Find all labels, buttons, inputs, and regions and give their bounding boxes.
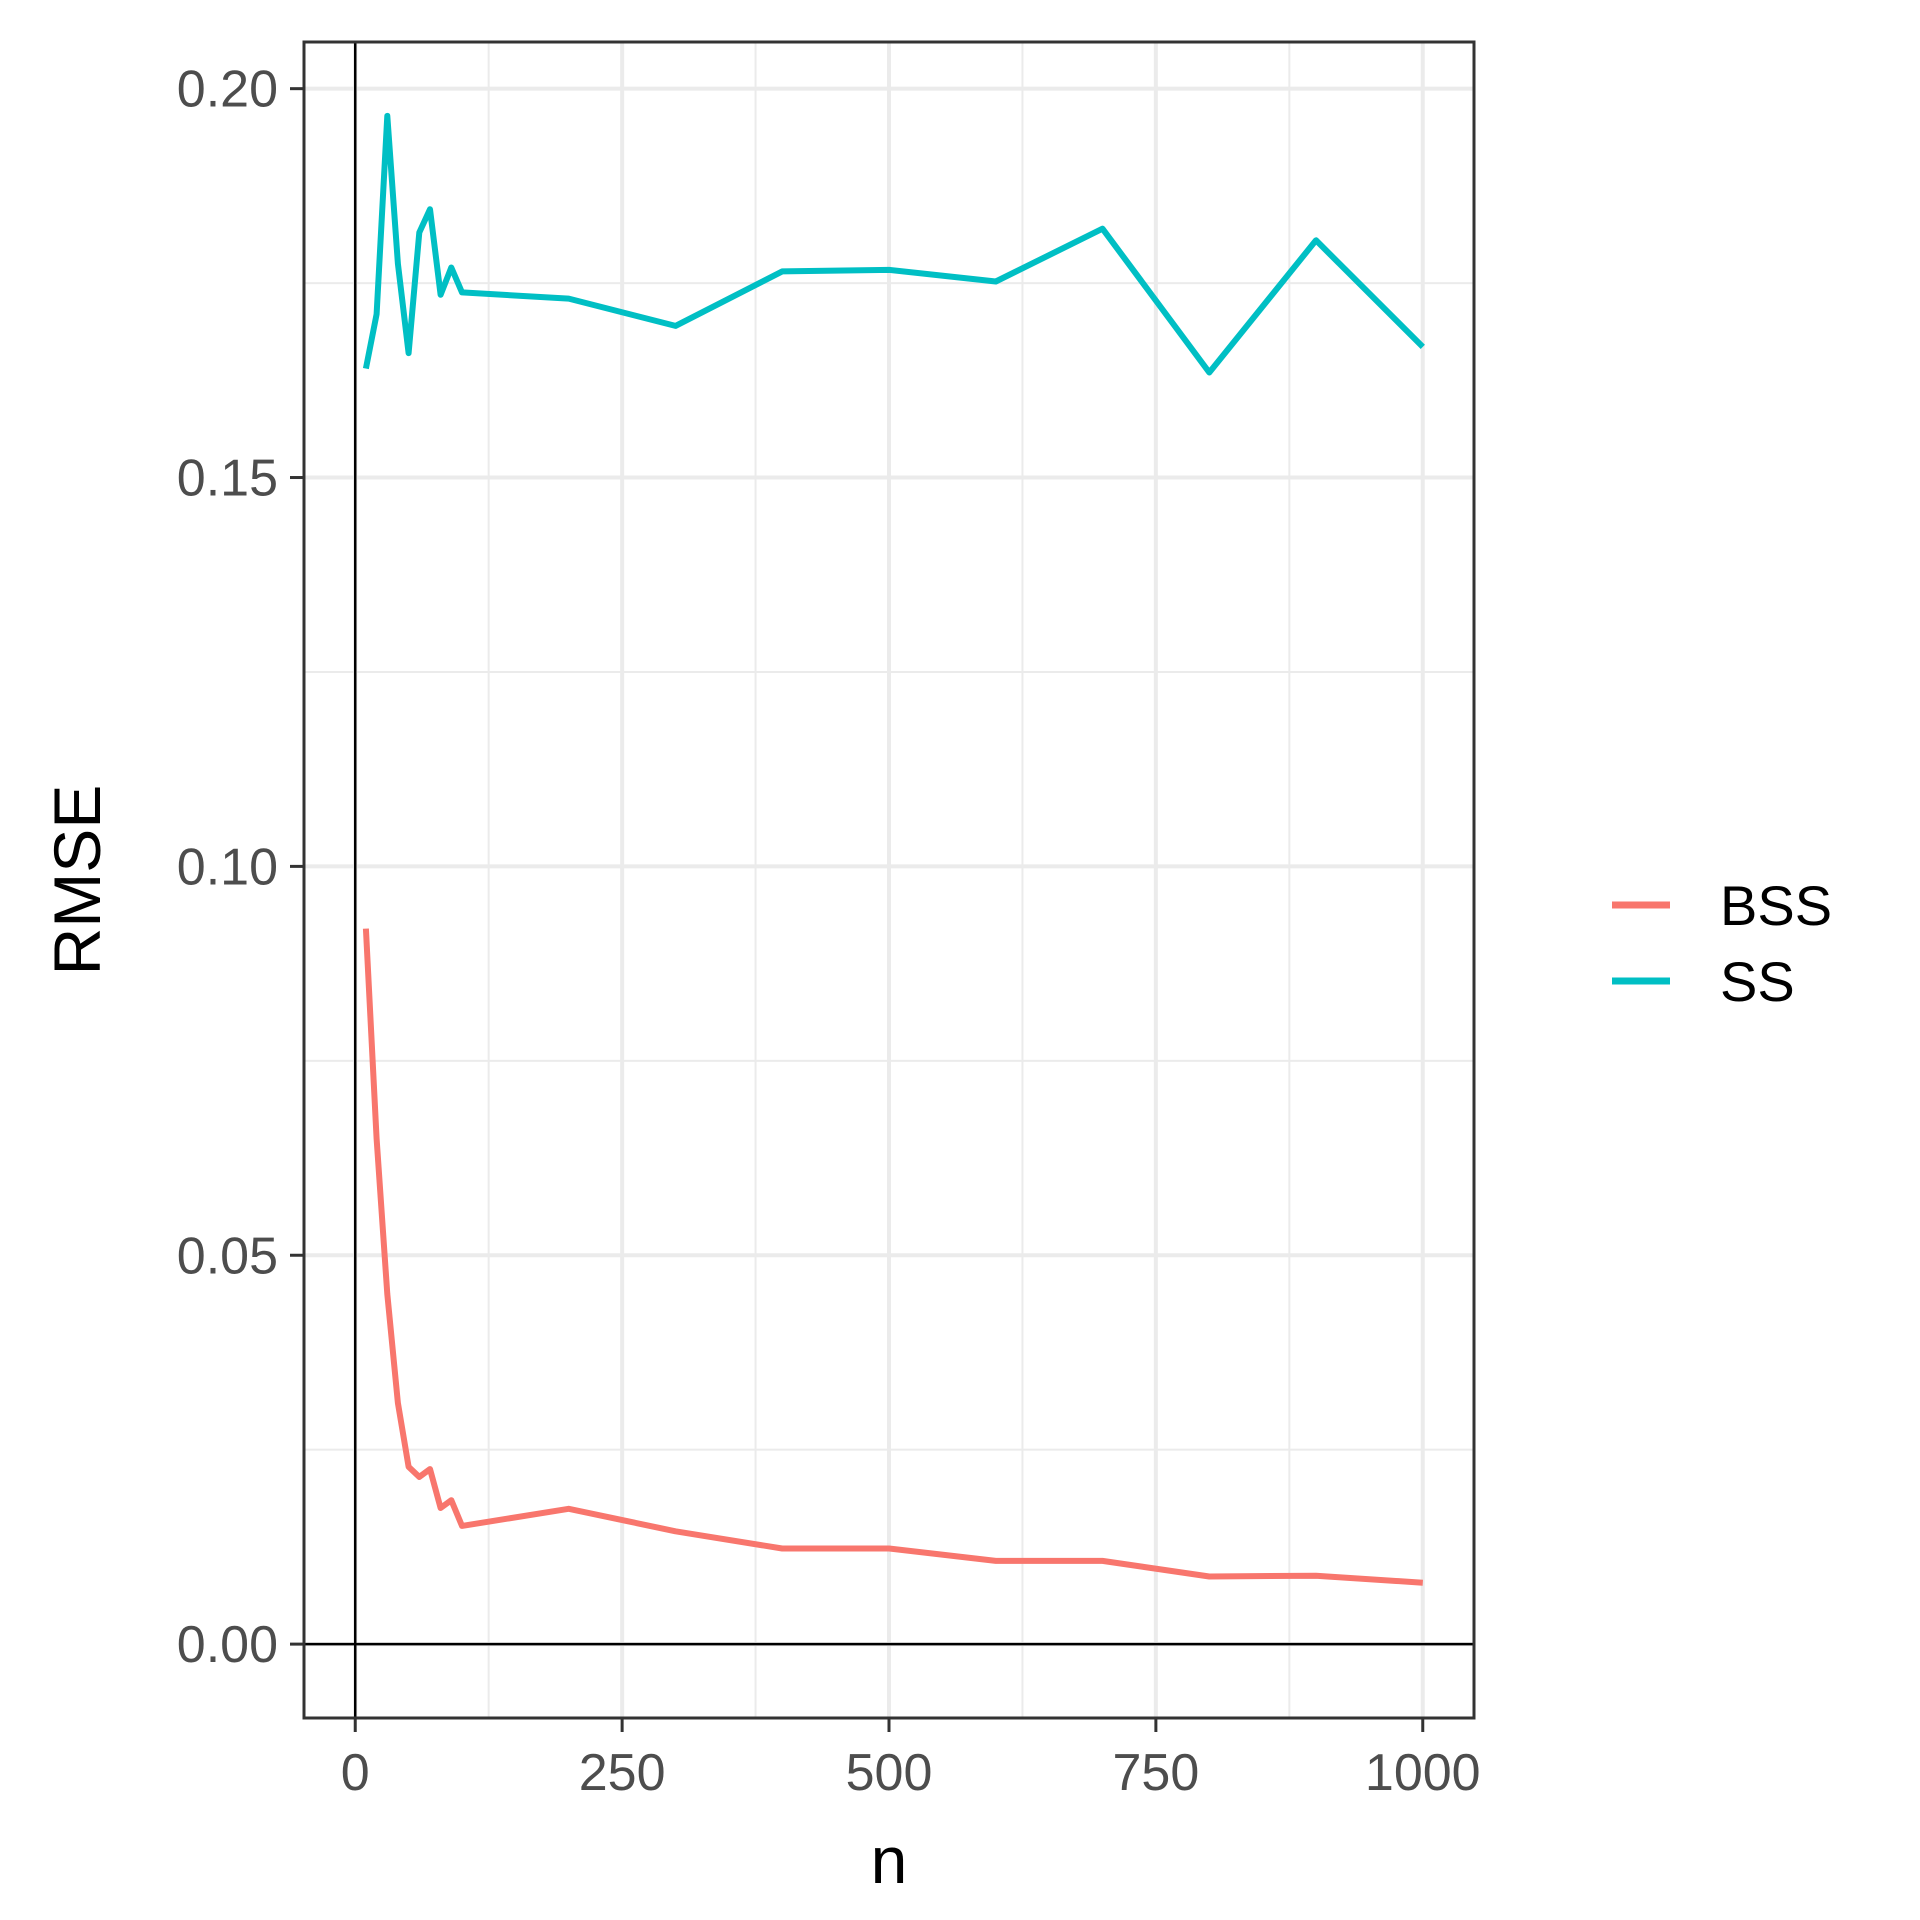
x-tick-label-4: 1000 <box>1365 1744 1481 1802</box>
y-axis: 0.00 0.05 0.10 0.15 0.20 <box>177 61 304 1674</box>
x-tick-label-1: 250 <box>579 1744 666 1802</box>
x-tick-label-0: 0 <box>341 1744 370 1802</box>
x-axis-title: n <box>871 1823 908 1897</box>
legend-label-bss: BSS <box>1720 874 1832 937</box>
y-tick-label-4: 0.20 <box>177 61 278 119</box>
y-tick-label-3: 0.15 <box>177 450 278 508</box>
y-tick-label-1: 0.05 <box>177 1227 278 1285</box>
series-layer <box>362 112 1425 1586</box>
legend-label-ss: SS <box>1720 950 1795 1013</box>
legend: BSS SS <box>1612 874 1832 1013</box>
y-axis-title: RMSE <box>40 785 114 976</box>
reference-lines <box>304 42 1474 1718</box>
y-tick-label-2: 0.10 <box>177 838 278 896</box>
y-tick-label-0: 0.00 <box>177 1616 278 1674</box>
x-axis: 0 250 500 750 1000 <box>341 1718 1481 1802</box>
series-line-ss <box>362 112 1425 376</box>
x-tick-label-3: 750 <box>1112 1744 1199 1802</box>
series-line-bss <box>362 928 1423 1586</box>
x-tick-label-2: 500 <box>846 1744 933 1802</box>
